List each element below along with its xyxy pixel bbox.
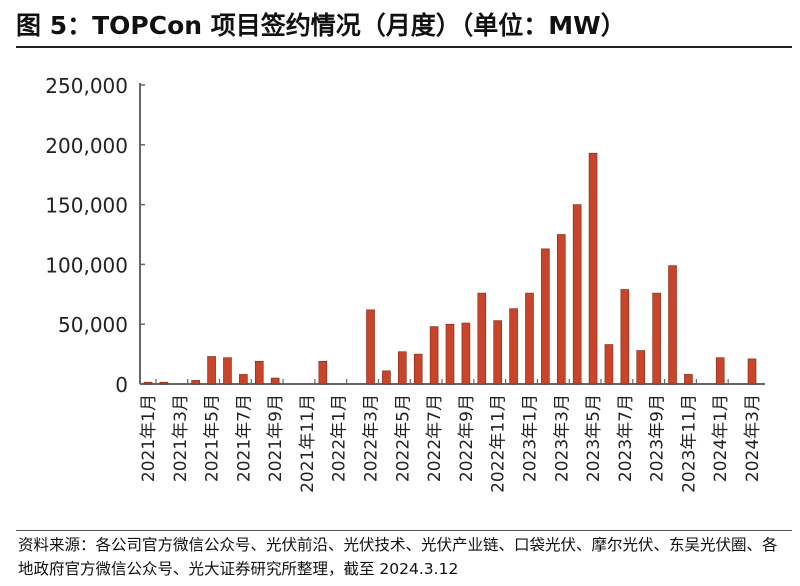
bar — [191, 380, 200, 385]
x-tick-label: 2021年9月 — [266, 394, 286, 482]
y-tick-label: 0 — [115, 373, 128, 397]
bar — [207, 356, 216, 385]
bar — [652, 292, 661, 385]
x-tick-label: 2021年11月 — [298, 394, 318, 493]
bar — [493, 320, 502, 385]
y-tick-label: 250,000 — [45, 74, 128, 98]
y-tick-label: 100,000 — [45, 253, 128, 277]
bar — [239, 374, 248, 385]
bar — [541, 248, 550, 385]
x-tick-label: 2021年3月 — [171, 394, 191, 482]
x-tick-label: 2022年7月 — [425, 394, 445, 482]
y-tick-label: 200,000 — [45, 134, 128, 158]
bar — [223, 357, 232, 385]
bar — [382, 370, 391, 385]
chart-title: 图 5：TOPCon 项目签约情况（月度）（单位：MW） — [16, 11, 626, 40]
bar — [461, 322, 471, 385]
x-tick-label: 2023年9月 — [648, 394, 668, 482]
bar — [413, 353, 423, 385]
x-tick-label: 2021年5月 — [203, 394, 223, 482]
bar — [318, 360, 328, 385]
bar-chart: 0 50,000 100,000 150,000 200,000 250,000 2021年… — [45, 74, 765, 493]
x-tick-label: 2023年3月 — [552, 394, 572, 482]
x-tick-label: 2022年5月 — [393, 394, 413, 482]
bar — [254, 360, 264, 385]
y-tick-label: 50,000 — [58, 313, 128, 337]
bar — [572, 204, 582, 385]
bar — [588, 152, 598, 385]
x-tick-label: 2023年11月 — [679, 394, 699, 493]
x-tick-label: 2023年1月 — [520, 394, 540, 482]
bar — [445, 323, 455, 385]
bar — [429, 326, 439, 385]
bar — [270, 377, 280, 385]
x-tick-label: 2022年3月 — [362, 394, 382, 482]
x-tick-label: 2023年5月 — [584, 394, 604, 482]
x-tick-label: 2021年1月 — [139, 394, 159, 482]
bar — [715, 357, 725, 385]
x-tick-label: 2022年1月 — [330, 394, 350, 482]
title-divider — [16, 46, 792, 48]
source-note: 资料来源：各公司官方微信公众号、光伏前沿、光伏技术、光伏产业链、口袋光伏、摩尔光… — [18, 536, 778, 578]
bar — [509, 308, 518, 385]
x-tick-label: 2022年9月 — [457, 394, 477, 482]
x-tick-label: 2023年7月 — [616, 394, 636, 482]
bar — [604, 344, 614, 385]
x-tick-label: 2024年3月 — [743, 394, 763, 482]
bar — [159, 381, 169, 385]
x-tick-label: 2024年1月 — [711, 394, 731, 482]
bar — [668, 265, 677, 385]
bar — [477, 292, 487, 385]
bar — [684, 374, 693, 385]
y-tick-label: 150,000 — [45, 194, 128, 218]
bar — [636, 350, 646, 385]
bar — [620, 289, 630, 385]
x-tick-label: 2022年11月 — [489, 394, 509, 493]
bar — [366, 309, 375, 385]
bar — [398, 351, 407, 385]
bar — [747, 358, 757, 385]
x-tick-label: 2021年7月 — [234, 394, 254, 482]
bar — [143, 381, 153, 385]
bar — [556, 234, 566, 385]
bar — [525, 292, 534, 385]
footer-divider — [16, 530, 792, 531]
